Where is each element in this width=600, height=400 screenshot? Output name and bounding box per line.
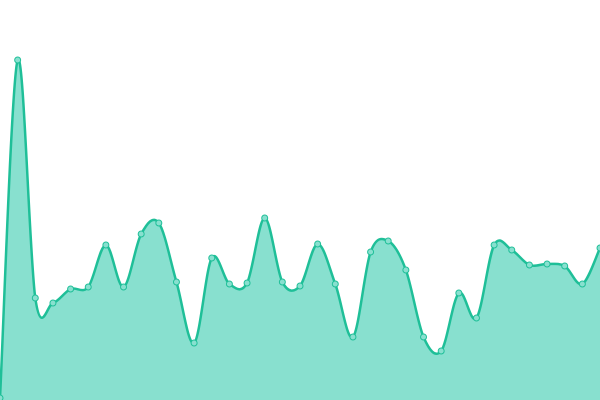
data-point xyxy=(508,246,516,254)
data-point xyxy=(490,241,498,249)
data-point xyxy=(0,394,4,400)
data-point xyxy=(190,339,198,347)
data-point xyxy=(437,347,445,355)
data-point xyxy=(225,280,233,288)
data-point xyxy=(349,333,357,341)
data-point xyxy=(367,248,375,256)
area-fill xyxy=(0,59,600,400)
data-point xyxy=(331,280,339,288)
data-point xyxy=(102,241,110,249)
data-point xyxy=(137,230,145,238)
data-point xyxy=(84,283,92,291)
data-point xyxy=(472,314,480,322)
data-point xyxy=(420,333,428,341)
data-point xyxy=(155,219,163,227)
data-point xyxy=(455,289,463,297)
data-point xyxy=(67,285,75,293)
data-point xyxy=(596,244,600,252)
data-point xyxy=(296,282,304,290)
data-point xyxy=(172,278,180,286)
data-point xyxy=(384,237,392,245)
data-point xyxy=(14,56,22,64)
data-point xyxy=(543,260,551,268)
data-point xyxy=(120,283,128,291)
data-point xyxy=(31,294,39,302)
data-point xyxy=(261,214,269,222)
data-point xyxy=(314,240,322,248)
data-point xyxy=(49,299,57,307)
data-point xyxy=(402,266,410,274)
data-point xyxy=(525,261,533,269)
data-point xyxy=(243,279,251,287)
data-point xyxy=(561,262,569,270)
data-point xyxy=(278,278,286,286)
data-point xyxy=(578,280,586,288)
data-point xyxy=(208,254,216,262)
